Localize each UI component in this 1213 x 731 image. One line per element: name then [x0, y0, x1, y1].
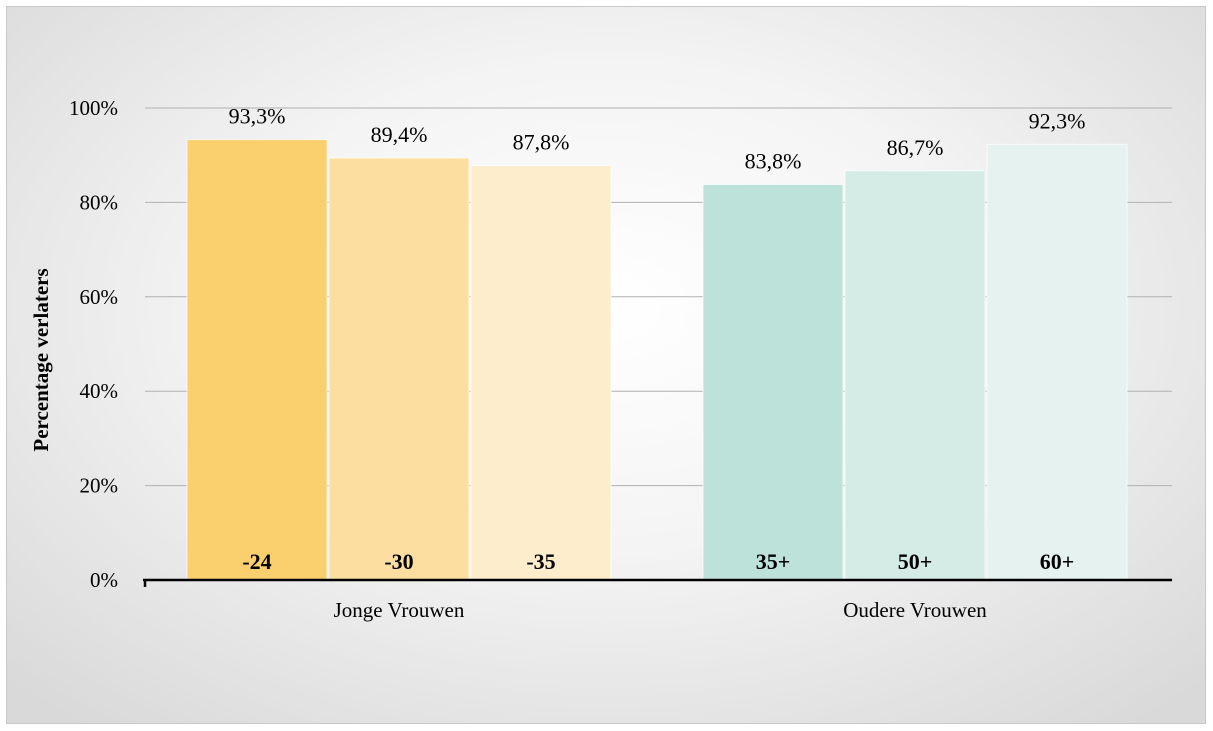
y-tick-label: 0%	[90, 568, 118, 592]
bar	[844, 170, 986, 581]
y-tick-label: 60%	[80, 285, 119, 309]
data-label: 93,3%	[229, 104, 286, 129]
labels: 0% 20% 40% 60% 80% 100% 93,3% -24 89,4% -30 87,8% -…	[69, 96, 1085, 622]
bar	[186, 139, 328, 581]
data-label: 87,8%	[513, 130, 570, 155]
data-label: 86,7%	[887, 135, 944, 160]
y-tick-label: 80%	[80, 190, 119, 214]
category-label: -24	[242, 549, 271, 574]
bar	[702, 183, 844, 581]
y-tick-label: 20%	[80, 474, 119, 498]
bar	[470, 165, 612, 581]
y-tick-label: 40%	[80, 379, 119, 403]
category-label: 50+	[898, 549, 933, 574]
axes	[143, 578, 1172, 587]
y-axis-title: Percentage verlaters	[29, 268, 53, 451]
bar	[986, 143, 1128, 581]
bar	[328, 157, 470, 581]
category-label: 60+	[1040, 549, 1075, 574]
group-label: Jonge Vrouwen	[334, 598, 465, 622]
group-label: Oudere Vrouwen	[843, 598, 987, 622]
data-label: 83,8%	[745, 148, 802, 173]
category-label: 35+	[756, 549, 791, 574]
category-label: -35	[526, 549, 555, 574]
y-tick-label: 100%	[69, 96, 118, 120]
category-label: -30	[384, 549, 413, 574]
data-label: 92,3%	[1029, 108, 1086, 133]
data-label: 89,4%	[371, 122, 428, 147]
bars	[186, 139, 1128, 581]
